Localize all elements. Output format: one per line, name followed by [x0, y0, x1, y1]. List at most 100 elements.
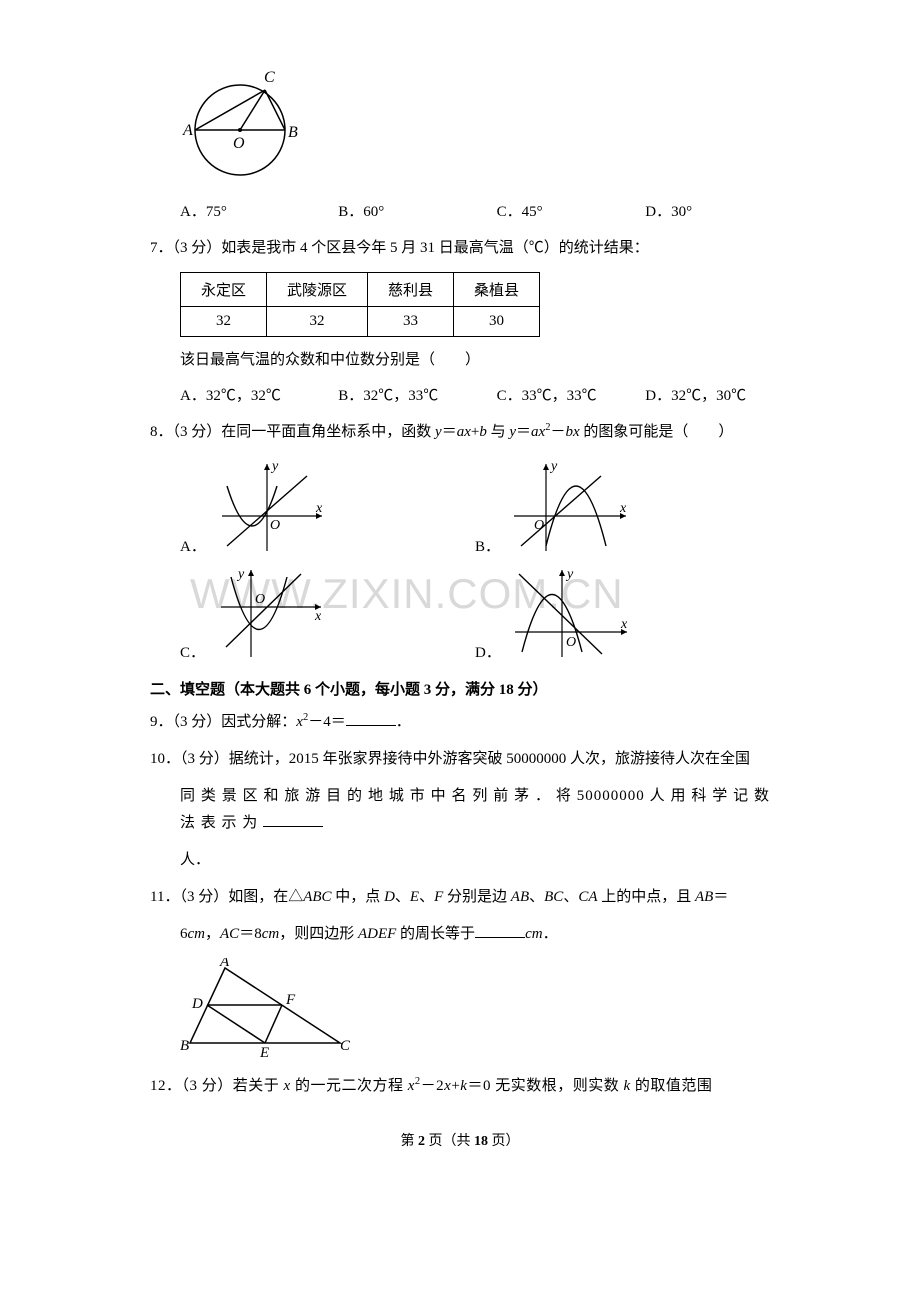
tri-C: C	[340, 1038, 350, 1054]
q8-eq1: ＝	[442, 424, 457, 440]
label-C: C	[264, 69, 275, 86]
q11-c: 分别是边	[443, 889, 511, 905]
q8-ax1: ax	[457, 424, 471, 440]
q6-figure: A B C O	[180, 60, 770, 190]
q12-m3: ＝0 无实数根，则实数	[467, 1078, 623, 1094]
q8-label-b: B．	[475, 535, 500, 556]
q8-label-a: A．	[180, 535, 206, 556]
svg-text:O: O	[270, 518, 280, 533]
section2-title: 二、填空题（本大题共 6 个小题，每小题 3 分，满分 18 分）	[150, 678, 770, 699]
q11-a: 11．（3 分）如图，在△	[150, 889, 303, 905]
svg-text:x: x	[620, 617, 628, 632]
q10-blank	[263, 811, 323, 827]
svg-text:x: x	[619, 501, 627, 516]
q11-ADEF: ADEF	[358, 926, 396, 942]
tri-D: D	[191, 996, 203, 1012]
q11-s1: 、	[395, 889, 410, 905]
q11-6: 6	[180, 926, 188, 942]
q7-opt-c: C．33℃，33℃	[497, 384, 646, 405]
q8-graph-a: x y O	[212, 456, 332, 556]
svg-text:y: y	[549, 459, 558, 474]
q11-F: F	[434, 889, 443, 905]
q7-stem: 7．（3 分）如表是我市 4 个区县今年 5 月 31 日最高气温（℃）的统计结…	[150, 235, 770, 262]
q10-line2: 同 类 景 区 和 旅 游 目 的 地 城 市 中 名 列 前 茅 ． 将 50…	[180, 783, 770, 837]
q8-eq2: ＝	[516, 424, 531, 440]
q11-cm1: cm	[188, 926, 206, 942]
q11-AB: AB	[511, 889, 529, 905]
q11-cm2: cm	[262, 926, 280, 942]
q7-opt-a: A．32℃，32℃	[180, 384, 338, 405]
q7-td-1: 32	[267, 307, 368, 337]
circle-diagram: A B C O	[180, 60, 310, 185]
label-B: B	[288, 124, 298, 141]
footer-b: 页（共	[425, 1134, 474, 1149]
triangle-diagram: A B C D E F	[180, 958, 350, 1058]
q11-s2: 、	[419, 889, 434, 905]
q11-b: 中，点	[332, 889, 385, 905]
q8-graph-d: x y O	[507, 562, 637, 662]
tri-F: F	[285, 992, 296, 1008]
page-footer: 第 2 页（共 18 页）	[150, 1130, 770, 1150]
q12-x1: x	[284, 1078, 291, 1094]
q11-AC: AC	[220, 926, 239, 942]
q7-th-3: 桑植县	[454, 273, 540, 307]
q8-suffix: 的图象可能是（ ）	[580, 424, 734, 440]
q8-label-c: C．	[180, 641, 205, 662]
q11-cm3: cm	[525, 926, 543, 942]
q7-options: A．32℃，32℃ B．32℃，33℃ C．33℃，33℃ D．32℃，30℃	[180, 384, 770, 405]
svg-text:x: x	[315, 501, 323, 516]
q8-mid: 与	[487, 424, 510, 440]
q11-AB2: AB	[695, 889, 713, 905]
q12-suffix: 的取值范围	[631, 1078, 713, 1094]
svg-text:O: O	[566, 635, 576, 650]
q11-D: D	[384, 889, 395, 905]
q8-graphs: A． x y O B．	[180, 456, 770, 662]
q11-figure: A B C D E F	[180, 958, 770, 1063]
footer-page: 2	[418, 1134, 425, 1149]
q9-suffix: ．	[396, 714, 411, 730]
q12-x2: x	[408, 1078, 415, 1094]
q7-td-2: 33	[368, 307, 454, 337]
q8-y1: y	[435, 424, 442, 440]
q11-comma: ，	[205, 926, 220, 942]
q8-graph-b: x y O	[506, 456, 636, 556]
q11-period: ．	[543, 926, 558, 942]
q11-BC: BC	[544, 889, 563, 905]
q10-line1: 10．（3 分）据统计，2015 年张家界接待中外游客突破 50000000 人…	[150, 746, 770, 773]
q11-eq1: ＝	[713, 889, 728, 905]
q11-eq2: ＝8	[239, 926, 262, 942]
q8-graph-c: x y O	[211, 562, 331, 662]
q11-line2: 6cm，AC＝8cm，则四边形 ADEF 的周长等于cm．	[180, 921, 770, 948]
tri-A: A	[219, 958, 230, 970]
q12-m1: 的一元二次方程	[291, 1078, 408, 1094]
q6-opt-c: C．45°	[497, 200, 646, 221]
q9-blank	[346, 710, 396, 726]
q7-th-0: 永定区	[181, 273, 267, 307]
q7-opt-b: B．32℃，33℃	[338, 384, 496, 405]
tri-B: B	[180, 1038, 189, 1054]
q11-d: 上的中点，且	[598, 889, 696, 905]
q8-prefix: 8．（3 分）在同一平面直角坐标系中，函数	[150, 424, 435, 440]
footer-c: 页）	[488, 1134, 520, 1149]
q8-stem: 8．（3 分）在同一平面直角坐标系中，函数 y＝ax+b 与 y＝ax2－bx …	[150, 419, 770, 446]
q12-plus: +	[451, 1078, 460, 1094]
label-A: A	[182, 122, 193, 139]
q7-td-0: 32	[181, 307, 267, 337]
svg-text:y: y	[270, 459, 279, 474]
tri-E: E	[259, 1045, 269, 1058]
q9-x: x	[296, 714, 303, 730]
footer-a: 第	[401, 1134, 419, 1149]
q6-options: A．75° B．60° C．45° D．30°	[180, 200, 770, 221]
q11-s4: 、	[563, 889, 578, 905]
svg-text:x: x	[314, 609, 322, 624]
q6-opt-b: B．60°	[338, 200, 496, 221]
q11-CA: CA	[578, 889, 597, 905]
q9: 9．（3 分）因式分解：x2－4＝．	[150, 709, 770, 736]
q12-prefix: 12．（3 分）若关于	[150, 1078, 284, 1094]
q6-opt-a: A．75°	[180, 200, 338, 221]
q7-th-1: 武陵源区	[267, 273, 368, 307]
q11-stem: 11．（3 分）如图，在△ABC 中，点 D、E、F 分别是边 AB、BC、CA…	[150, 884, 770, 911]
footer-total: 18	[474, 1134, 488, 1149]
q11-E: E	[410, 889, 419, 905]
svg-text:O: O	[255, 592, 265, 607]
